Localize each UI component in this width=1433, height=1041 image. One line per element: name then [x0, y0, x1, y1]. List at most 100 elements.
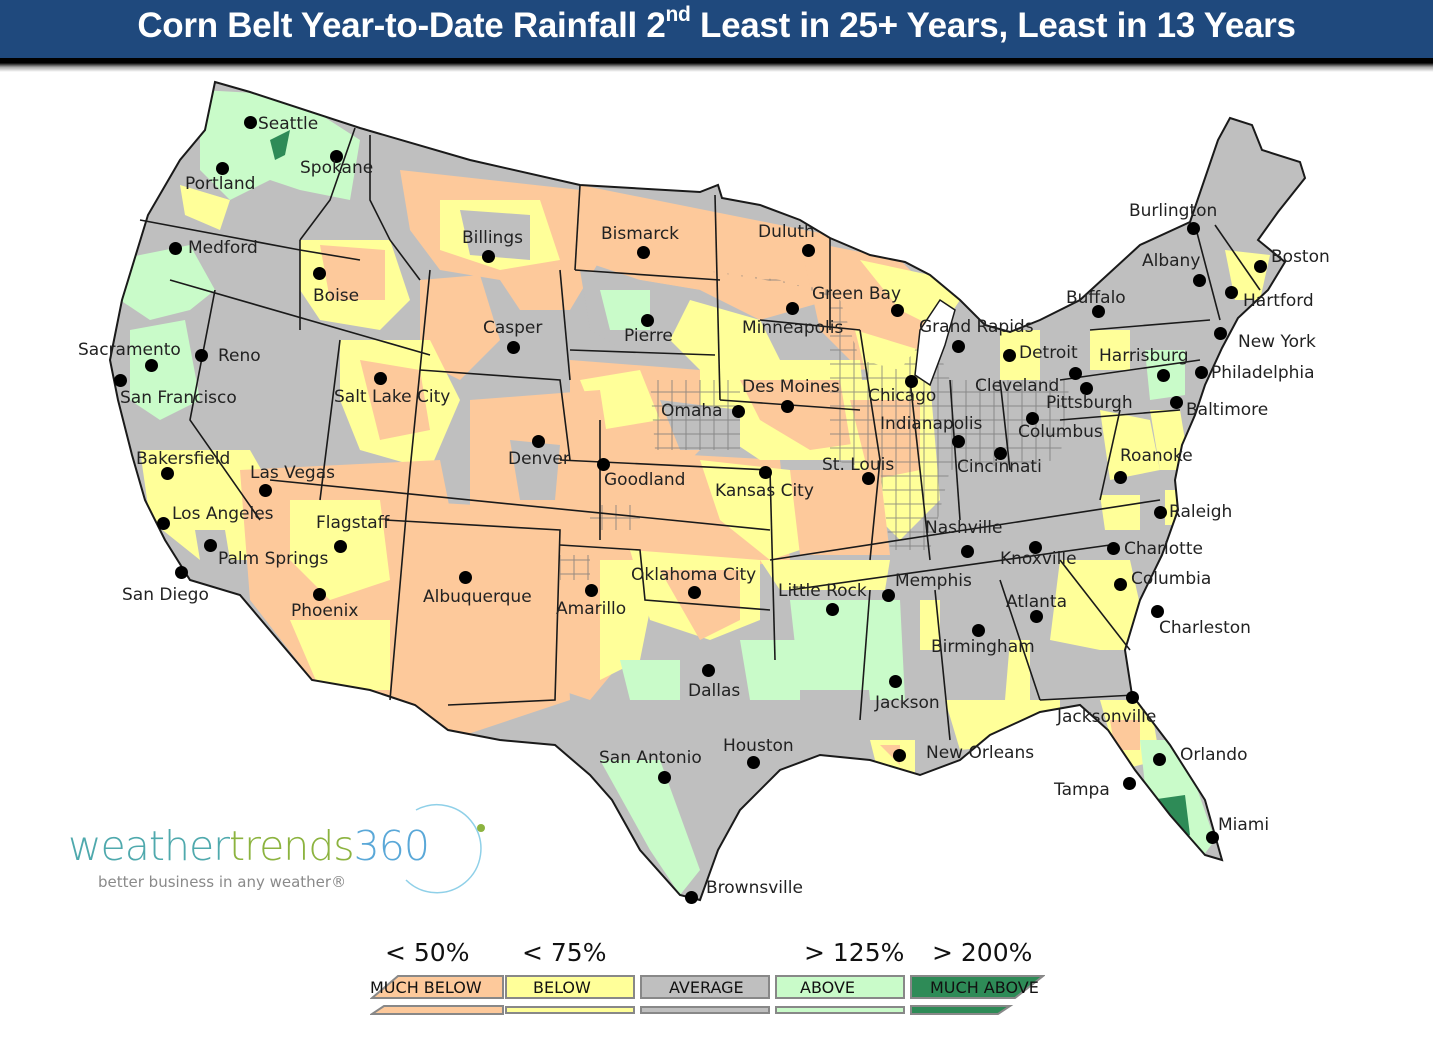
city-label-boston: Boston [1271, 247, 1330, 267]
city-marker-cleveland [1069, 367, 1082, 380]
city-marker-sacramento [145, 359, 158, 372]
city-label-tampa: Tampa [1054, 780, 1110, 800]
logo-ring-icon [405, 803, 485, 894]
city-label-san-diego: San Diego [122, 585, 209, 605]
city-label-detroit: Detroit [1019, 343, 1078, 363]
city-label-san-francisco: San Francisco [120, 388, 237, 408]
legend-strip-above [775, 1006, 905, 1014]
city-marker-las-vegas [259, 484, 272, 497]
city-label-st-louis: St. Louis [822, 455, 895, 475]
city-label-kansas-city: Kansas City [715, 481, 814, 501]
city-marker-palm-springs [204, 539, 217, 552]
city-label-pittsburgh: Pittsburgh [1046, 393, 1133, 413]
city-marker-houston [747, 756, 760, 769]
legend-label-much-above: MUCH ABOVE [930, 978, 1039, 997]
city-label-spokane: Spokane [300, 158, 374, 178]
city-marker-dallas [702, 664, 715, 677]
city-label-bismarck: Bismarck [601, 224, 680, 244]
logo-word-weather: weather [68, 822, 230, 870]
city-label-palm-springs: Palm Springs [218, 549, 329, 569]
legend-swatch-much-below [370, 975, 504, 1015]
city-label-los-angeles: Los Angeles [172, 504, 274, 524]
city-label-reno: Reno [218, 346, 261, 366]
legend-strip-below [505, 1006, 635, 1014]
city-marker-grand-rapids [952, 340, 965, 353]
city-label-indianapolis: Indianapolis [880, 414, 983, 434]
city-label-grand-rapids: Grand Rapids [919, 317, 1034, 337]
city-label-miami: Miami [1218, 815, 1270, 835]
city-label-orlando: Orlando [1180, 745, 1248, 765]
legend-label-much-below: MUCH BELOW [370, 978, 482, 997]
city-label-amarillo: Amarillo [556, 599, 627, 619]
city-marker-medford [169, 242, 182, 255]
city-label-salt-lake-city: Salt Lake City [334, 387, 451, 407]
city-marker-pittsburgh [1080, 382, 1093, 395]
city-marker-jackson [889, 675, 902, 688]
city-marker-orlando [1153, 753, 1166, 766]
city-label-phoenix: Phoenix [291, 601, 359, 621]
city-marker-denver [532, 435, 545, 448]
city-marker-amarillo [585, 584, 598, 597]
city-label-albany: Albany [1142, 251, 1201, 271]
city-label-cleveland: Cleveland [975, 376, 1060, 396]
city-label-jackson: Jackson [875, 693, 940, 713]
city-label-flagstaff: Flagstaff [316, 513, 390, 533]
city-label-bakersfield: Bakersfield [136, 449, 231, 469]
city-label-goodland: Goodland [604, 470, 686, 490]
city-marker-tampa [1123, 777, 1136, 790]
legend-swatch-below [505, 975, 635, 999]
city-label-baltimore: Baltimore [1186, 400, 1269, 420]
city-label-minneapolis: Minneapolis [742, 318, 844, 338]
city-marker-san-antonio [658, 771, 671, 784]
page-title: Corn Belt Year-to-Date Rainfall 2nd Leas… [0, 0, 1433, 58]
city-marker-harrisburg [1157, 369, 1170, 382]
city-label-raleigh: Raleigh [1169, 502, 1233, 522]
city-marker-pierre [641, 314, 654, 327]
legend-swatch-much-above [910, 975, 1045, 1015]
map-legend: < 50% < 75% > 125% > 200% MUCH BELOW BEL… [0, 930, 1433, 1041]
city-label-las-vegas: Las Vegas [250, 463, 335, 483]
city-label-atlanta: Atlanta [1006, 592, 1067, 612]
city-label-albuquerque: Albuquerque [423, 587, 532, 607]
city-marker-roanoke [1114, 471, 1127, 484]
city-marker-new-orleans [893, 749, 906, 762]
city-marker-bismarck [637, 246, 650, 259]
city-label-des-moines: Des Moines [742, 377, 840, 397]
city-marker-hartford [1225, 286, 1238, 299]
city-label-billings: Billings [462, 228, 523, 248]
logo-tagline: better business in any weather® [98, 873, 347, 891]
city-marker-casper [507, 341, 520, 354]
city-label-sacramento: Sacramento [78, 340, 181, 360]
city-label-memphis: Memphis [895, 571, 972, 591]
city-marker-albany [1193, 274, 1206, 287]
city-marker-los-angeles [157, 517, 170, 530]
legend-threshold-much-above: > 200% [932, 938, 1033, 967]
city-marker-detroit [1003, 349, 1016, 362]
city-marker-reno [195, 349, 208, 362]
city-marker-jacksonville [1126, 691, 1139, 704]
city-marker-portland [216, 162, 229, 175]
city-marker-cincinnati [994, 447, 1007, 460]
city-marker-omaha [732, 405, 745, 418]
city-label-harrisburg: Harrisburg [1099, 346, 1189, 366]
city-label-philadelphia: Philadelphia [1211, 363, 1315, 383]
city-marker-bakersfield [161, 467, 174, 480]
city-marker-birmingham [972, 624, 985, 637]
city-label-brownsville: Brownsville [706, 878, 803, 898]
city-marker-seattle [244, 116, 257, 129]
title-superscript: nd [665, 3, 691, 26]
city-marker-chicago [905, 375, 918, 388]
legend-threshold-above: > 125% [804, 938, 905, 967]
city-label-chicago: Chicago [868, 386, 937, 406]
city-label-knoxville: Knoxville [1000, 549, 1077, 569]
city-label-nashville: Nashville [925, 518, 1003, 538]
city-label-medford: Medford [188, 238, 258, 258]
city-label-hartford: Hartford [1243, 291, 1314, 311]
city-marker-columbia [1114, 578, 1127, 591]
city-label-new-orleans: New Orleans [926, 743, 1035, 763]
logo-wordmark: weathertrends360 [68, 822, 430, 870]
city-label-columbus: Columbus [1018, 422, 1103, 442]
city-marker-knoxville [1029, 541, 1042, 554]
city-marker-miami [1206, 831, 1219, 844]
city-label-little-rock: Little Rock [778, 581, 867, 601]
